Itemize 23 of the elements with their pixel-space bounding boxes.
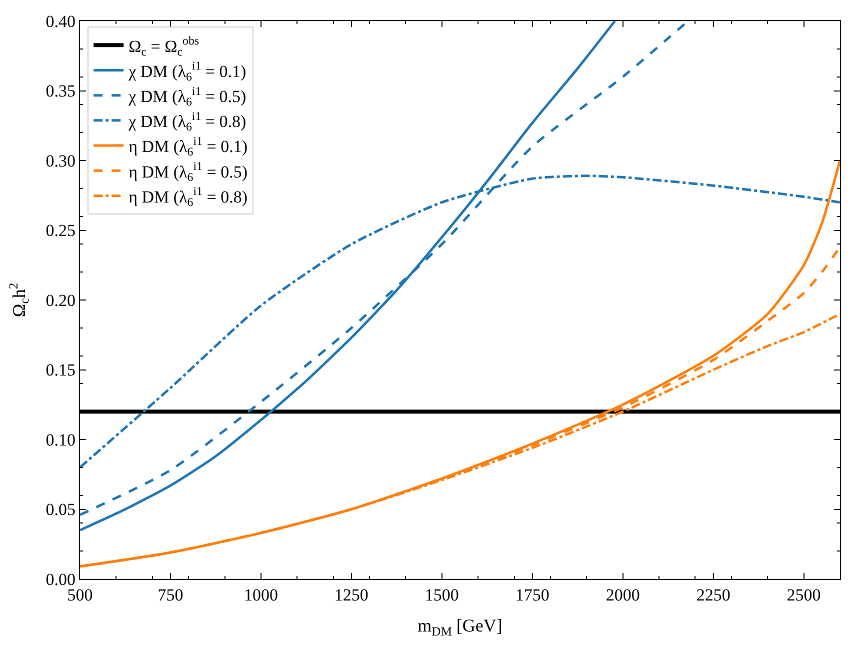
y-tick-label: 0.15	[46, 360, 76, 380]
y-tick-label: 0.30	[46, 151, 76, 170]
x-tick-label: 1750	[515, 586, 550, 604]
y-tick-label: 0.35	[46, 82, 76, 101]
y-tick-label: 0.05	[46, 500, 76, 520]
y-tick-label: 0.25	[46, 221, 76, 240]
y-tick-label: 0.20	[46, 290, 76, 310]
legend-label: η DM (λ$_{6}$$^{i1}$ = 0.5)	[128, 159, 248, 184]
y-tick-label: 0.40	[46, 12, 76, 31]
legend-label: η DM (λ$_{6}$$^{i1}$ = 0.1)	[128, 134, 248, 159]
x-tick-label: 2500	[786, 586, 821, 604]
legend-label: η DM (λ$_{6}$$^{i1}$ = 0.8)	[128, 184, 248, 209]
legend-label: χ DM (λ$_{6}$$^{i1}$ = 0.8)	[128, 108, 246, 134]
x-axis-title: m$_{DM}$ [GeV]	[418, 616, 502, 638]
x-tick-label: 2250	[696, 586, 730, 604]
x-tick-label: 1000	[244, 586, 278, 604]
legend-label: χ DM (λ$_{6}$$^{i1}$ = 0.5)	[128, 84, 246, 109]
x-tick-label: 2000	[606, 586, 640, 604]
legend-label: χ DM (λ$_{6}$$^{i1}$ = 0.1)	[128, 58, 246, 84]
x-tick-label: 750	[158, 586, 184, 604]
x-tick-label: 1250	[334, 586, 368, 604]
x-tick-label: 1500	[424, 586, 459, 604]
y-tick-label: 0.10	[46, 430, 76, 450]
